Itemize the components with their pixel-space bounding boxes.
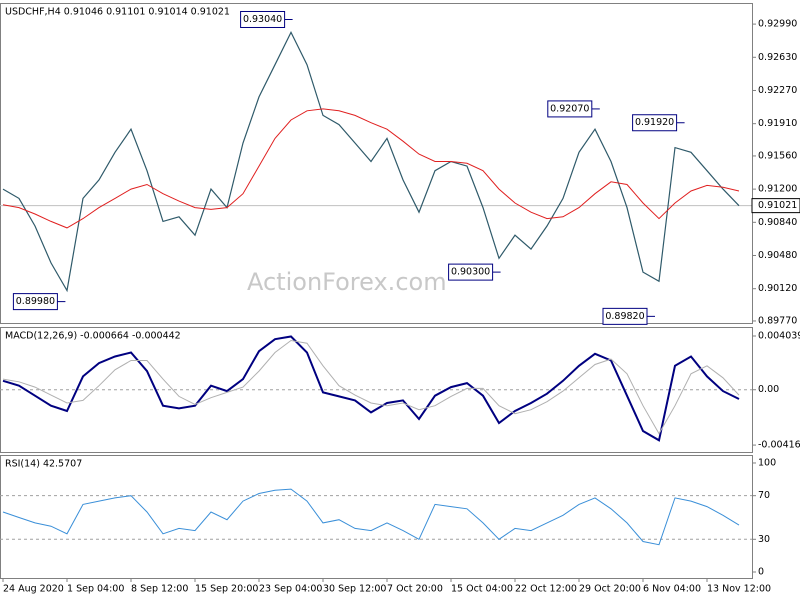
last-price-box [751, 198, 800, 214]
series-line [2, 339, 740, 435]
x-tick-label: 7 Oct 20:00 [387, 584, 443, 595]
x-tick-label: 22 Oct 12:00 [515, 584, 577, 595]
y-tick-label: 70 [758, 490, 770, 501]
y-tick-label: 0.92630 [758, 52, 797, 63]
y-tick-label: 0.91560 [758, 150, 797, 161]
x-tick-label: 23 Sep 04:00 [259, 584, 322, 595]
y-tick-label: 0.89770 [758, 315, 797, 326]
y-tick-label: 100 [758, 457, 776, 468]
x-tick-label: 6 Nov 04:00 [643, 584, 701, 595]
annotation-label: 0.93040 [243, 14, 282, 25]
rsi-panel [0, 455, 753, 579]
annotation-box [448, 263, 494, 281]
last-price-label: 0.91021 [758, 200, 797, 211]
series-line [2, 31, 740, 293]
y-tick-label: 0.92270 [758, 85, 797, 96]
annotation-label: 0.90300 [451, 267, 490, 278]
x-tick-label: 29 Oct 20:00 [579, 584, 641, 595]
x-tick-label: 13 Nov 12:00 [707, 584, 771, 595]
y-tick-label: -0.00416 [758, 440, 800, 451]
x-tick-label: 30 Sep 12:00 [323, 584, 386, 595]
macd-header: MACD(12,26,9) -0.000664 -0.000442 [5, 331, 181, 342]
annotation-box [547, 100, 593, 118]
x-tick-label: 15 Sep 20:00 [195, 584, 258, 595]
annotation-label: 0.91920 [635, 117, 674, 128]
annotation-label: 0.89980 [16, 296, 55, 307]
y-tick-label: 0 [758, 567, 764, 578]
x-tick-label: 24 Aug 2020 [3, 584, 64, 595]
annotation-label: 0.92070 [550, 103, 589, 114]
x-tick-label: 1 Sep 04:00 [67, 584, 124, 595]
y-tick-label: 0.91200 [758, 184, 797, 195]
price-panel [0, 3, 753, 324]
x-tick-label: 15 Oct 04:00 [451, 584, 513, 595]
series-line [2, 108, 740, 229]
y-tick-label: 0.90480 [758, 250, 797, 261]
annotation-box [602, 307, 648, 325]
watermark: ActionForex.com [247, 268, 447, 296]
y-tick-label: 0.00 [758, 384, 779, 395]
series-line [2, 335, 740, 442]
annotation-box [12, 293, 58, 311]
rsi-header: RSI(14) 42.5707 [5, 459, 82, 470]
price-header: USDCHF,H4 0.91046 0.91101 0.91014 0.9102… [5, 7, 230, 18]
y-tick-label: 0.90120 [758, 283, 797, 294]
x-tick-label: 8 Sep 12:00 [131, 584, 188, 595]
annotation-box [240, 10, 286, 28]
y-tick-label: 0.92990 [758, 19, 797, 30]
y-tick-label: 0.004039 [758, 330, 800, 341]
y-tick-label: 0.91910 [758, 118, 797, 129]
annotation-box [632, 114, 678, 132]
y-tick-label: 0.90840 [758, 217, 797, 228]
series-line [2, 488, 740, 546]
y-tick-label: 30 [758, 534, 770, 545]
annotation-label: 0.89820 [605, 311, 644, 322]
